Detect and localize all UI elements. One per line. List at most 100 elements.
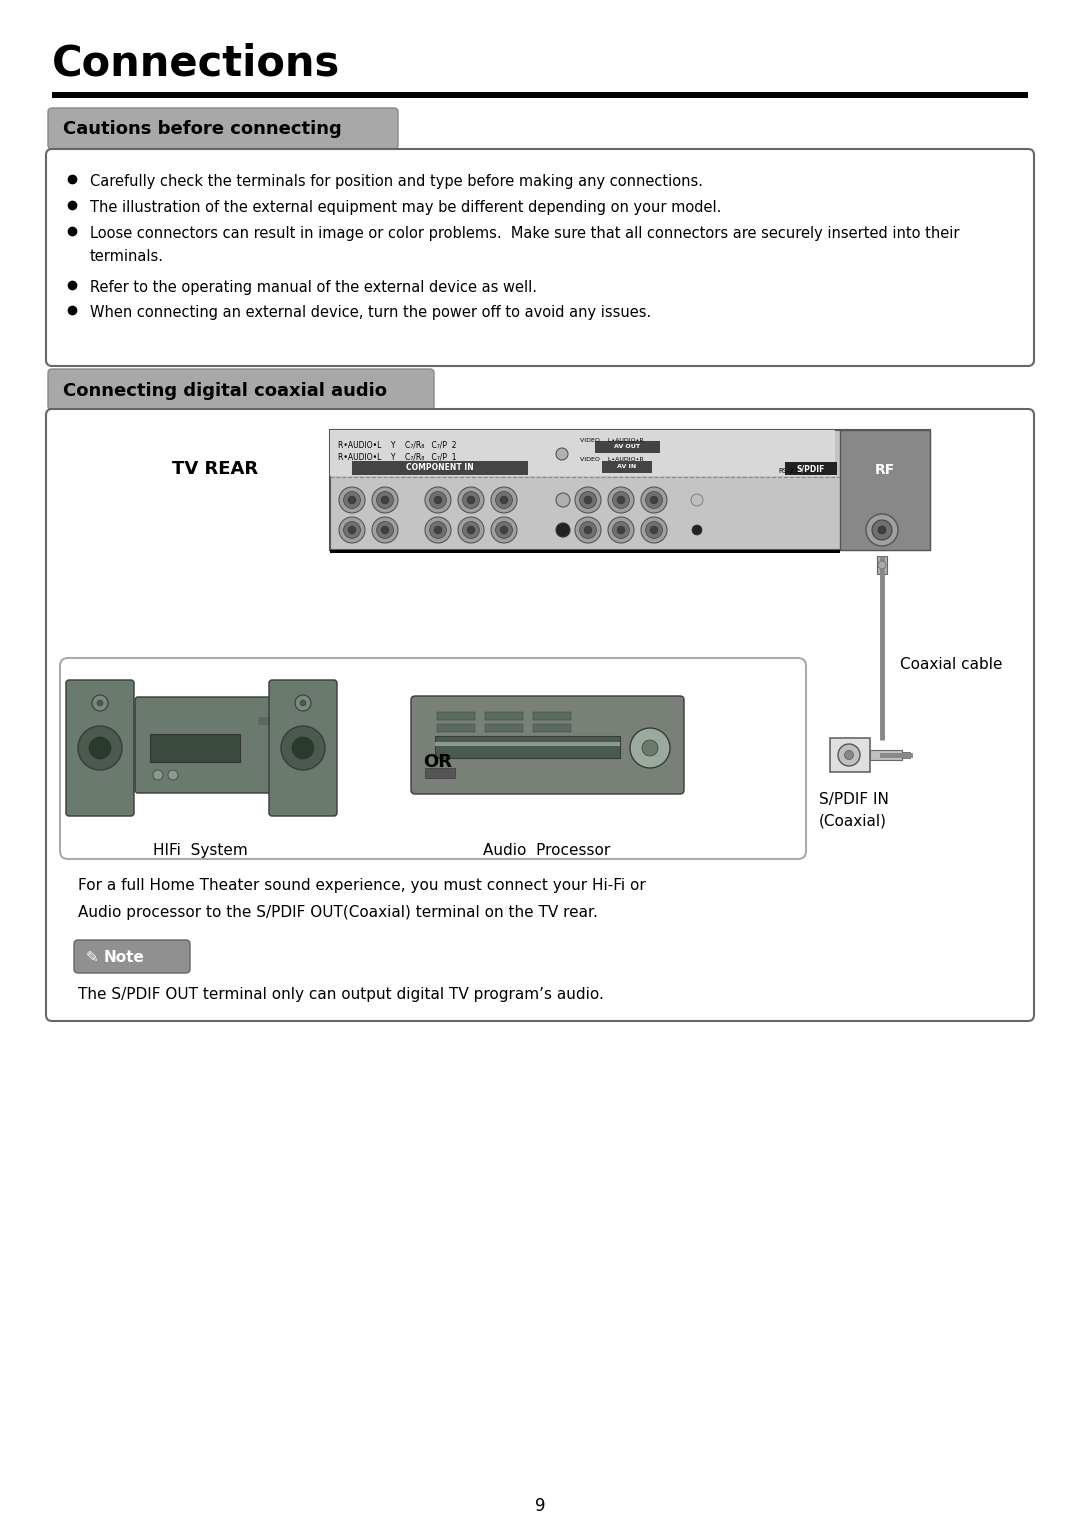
FancyBboxPatch shape (48, 370, 434, 411)
Circle shape (381, 527, 389, 534)
Circle shape (617, 496, 625, 504)
Circle shape (434, 496, 442, 504)
Circle shape (343, 522, 361, 539)
FancyBboxPatch shape (48, 108, 399, 150)
Circle shape (575, 487, 600, 513)
Circle shape (491, 487, 517, 513)
Text: Cautions before connecting: Cautions before connecting (63, 121, 341, 139)
Circle shape (348, 527, 356, 534)
Circle shape (348, 496, 356, 504)
Circle shape (372, 518, 399, 544)
FancyBboxPatch shape (411, 696, 684, 794)
Circle shape (691, 495, 703, 505)
Circle shape (97, 699, 103, 705)
Text: The illustration of the external equipment may be different depending on your mo: The illustration of the external equipme… (90, 200, 721, 215)
Circle shape (377, 522, 393, 539)
Text: For a full Home Theater sound experience, you must connect your Hi-Fi or: For a full Home Theater sound experience… (78, 878, 646, 893)
Bar (534, 712, 571, 721)
Circle shape (878, 560, 886, 570)
Circle shape (468, 496, 475, 504)
Circle shape (434, 527, 442, 534)
Text: terminals.: terminals. (90, 249, 164, 264)
Circle shape (556, 524, 570, 538)
Text: COMPONENT IN: COMPONENT IN (406, 464, 474, 472)
Circle shape (281, 725, 325, 770)
Circle shape (153, 770, 163, 780)
Circle shape (458, 518, 484, 544)
FancyBboxPatch shape (269, 680, 337, 815)
Text: Loose connectors can result in image or color problems.  Make sure that all conn: Loose connectors can result in image or … (90, 226, 959, 241)
Circle shape (642, 518, 667, 544)
Circle shape (381, 496, 389, 504)
Circle shape (377, 492, 393, 508)
Circle shape (292, 738, 314, 759)
Circle shape (462, 522, 480, 539)
Bar (437, 724, 475, 731)
Bar (352, 461, 528, 475)
Circle shape (580, 522, 596, 539)
Text: HIFi  System: HIFi System (152, 843, 247, 858)
Bar (437, 712, 475, 721)
Circle shape (845, 750, 853, 759)
Circle shape (556, 493, 570, 507)
Bar (52, 92, 1028, 98)
Text: S/PDIF IN
(Coaxial): S/PDIF IN (Coaxial) (819, 793, 889, 828)
Text: Connections: Connections (52, 43, 340, 84)
FancyBboxPatch shape (135, 696, 296, 793)
Circle shape (343, 492, 361, 508)
Circle shape (496, 522, 512, 539)
Circle shape (491, 518, 517, 544)
Bar (840, 431, 930, 550)
Bar (785, 463, 837, 475)
Text: Carefully check the terminals for position and type before making any connection: Carefully check the terminals for positi… (90, 174, 703, 189)
Bar (602, 461, 652, 473)
Circle shape (608, 487, 634, 513)
Circle shape (300, 699, 306, 705)
Text: Audio  Processor: Audio Processor (484, 843, 610, 858)
FancyBboxPatch shape (831, 738, 870, 773)
Bar (902, 751, 910, 757)
Bar (485, 724, 523, 731)
Bar (330, 550, 840, 553)
Circle shape (500, 527, 508, 534)
Text: VIDEO    L•AUDIO•R: VIDEO L•AUDIO•R (580, 457, 644, 463)
Bar (595, 441, 660, 454)
Bar (426, 768, 455, 777)
Circle shape (642, 741, 658, 756)
Text: TV REAR: TV REAR (172, 460, 258, 478)
Circle shape (692, 525, 702, 534)
Text: S/PDIF: S/PDIF (797, 464, 825, 473)
Text: RS-232: RS-232 (778, 467, 802, 473)
Bar (435, 736, 620, 757)
Circle shape (650, 527, 658, 534)
Text: RF: RF (875, 463, 895, 476)
FancyBboxPatch shape (46, 409, 1034, 1022)
Circle shape (608, 518, 634, 544)
Circle shape (878, 525, 886, 534)
Circle shape (462, 492, 480, 508)
Circle shape (430, 492, 446, 508)
FancyBboxPatch shape (75, 941, 190, 973)
Bar (870, 750, 902, 760)
Text: R•AUDIO•L    Y    C₇/R₈   C₇/P  1: R•AUDIO•L Y C₇/R₈ C₇/P 1 (338, 454, 457, 463)
Circle shape (646, 492, 662, 508)
Text: 9: 9 (535, 1496, 545, 1515)
Bar (150, 734, 240, 762)
Text: Refer to the operating manual of the external device as well.: Refer to the operating manual of the ext… (90, 279, 537, 295)
Circle shape (496, 492, 512, 508)
Circle shape (372, 487, 399, 513)
Circle shape (617, 527, 625, 534)
Text: ✎: ✎ (86, 950, 98, 965)
Bar (877, 556, 887, 574)
Bar (330, 431, 930, 550)
Text: Note: Note (104, 950, 145, 965)
Text: Coaxial cable: Coaxial cable (900, 657, 1002, 672)
Circle shape (580, 492, 596, 508)
Circle shape (78, 725, 122, 770)
Circle shape (339, 487, 365, 513)
Circle shape (426, 518, 451, 544)
Circle shape (339, 518, 365, 544)
Circle shape (168, 770, 178, 780)
Text: Connecting digital coaxial audio: Connecting digital coaxial audio (63, 382, 387, 400)
Circle shape (630, 728, 670, 768)
